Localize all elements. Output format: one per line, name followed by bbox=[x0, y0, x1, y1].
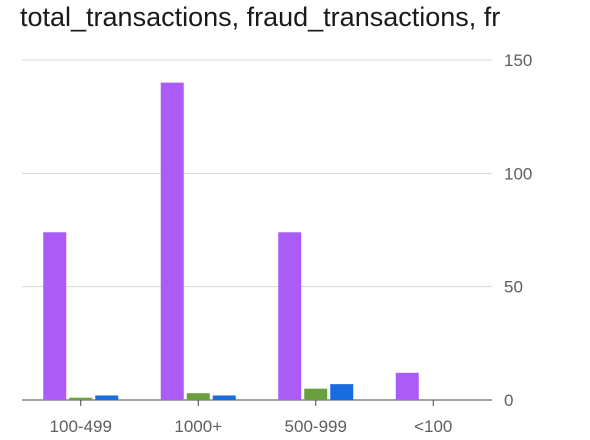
y-tick-label: 150 bbox=[504, 51, 532, 70]
x-tick-label: 1000+ bbox=[174, 417, 222, 436]
x-tick-label: 500-999 bbox=[285, 417, 347, 436]
bar--0 bbox=[95, 395, 119, 400]
bar--2 bbox=[330, 384, 354, 400]
bar-total-transactions-0 bbox=[43, 232, 67, 400]
bar-total-transactions-1 bbox=[160, 82, 184, 401]
y-tick-label: 50 bbox=[504, 278, 523, 297]
chart-title: total_transactions, fraud_transactions, … bbox=[20, 2, 501, 32]
bar-fraud-transactions-0 bbox=[69, 397, 93, 400]
bar-fraud-transactions-1 bbox=[186, 393, 210, 400]
y-tick-label: 100 bbox=[504, 164, 532, 183]
bar-total-transactions-3 bbox=[395, 372, 419, 400]
x-tick-label: 100-499 bbox=[50, 417, 112, 436]
bar-fraud-transactions-2 bbox=[304, 388, 328, 400]
x-tick-label: <100 bbox=[414, 417, 452, 436]
bar--1 bbox=[212, 395, 236, 400]
y-tick-label: 0 bbox=[504, 391, 513, 410]
bar-total-transactions-2 bbox=[278, 232, 302, 400]
